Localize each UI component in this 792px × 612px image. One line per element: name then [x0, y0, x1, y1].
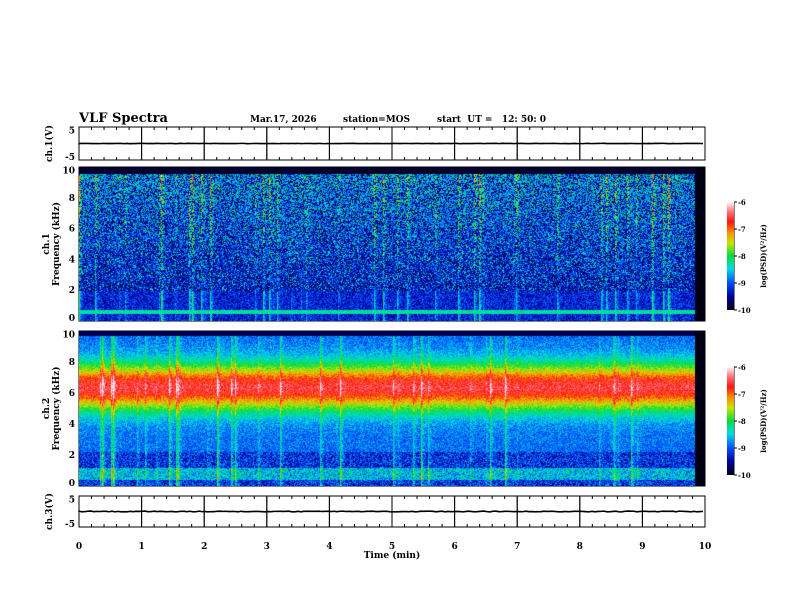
x-tick-label: 10: [699, 542, 712, 552]
y-axis-label: ch.1(V): [44, 125, 55, 162]
y-tick-label: 4: [69, 255, 75, 265]
colorbar-label: log(PSD)(V²/Hz): [759, 389, 768, 453]
colorbar-tick-label: -10: [738, 306, 751, 315]
x-tick-label: 8: [577, 542, 583, 552]
start-time-label: start UT = 12: 50: 0: [437, 115, 546, 125]
figure-title: VLF Spectra: [79, 111, 168, 126]
x-tick-label: 9: [639, 542, 645, 552]
y-tick-label: 8: [69, 194, 75, 204]
y-tick-label: 0: [69, 479, 75, 489]
x-axis-label: Time (min): [364, 550, 421, 561]
waveform-line-ch3: [79, 511, 703, 512]
ch1-colorbar: [727, 202, 734, 310]
y-tick-label: 10: [62, 167, 75, 177]
x-tick-label: 2: [201, 542, 207, 552]
y-axis-label-channel: ch.2: [42, 398, 52, 419]
y-tick-label: 5: [69, 496, 75, 506]
ch1-spectrogram: [79, 167, 705, 321]
colorbar-tick-label: -8: [738, 252, 746, 261]
x-tick-label: 1: [138, 542, 144, 552]
y-axis-label-frequency: Frequency (kHz): [51, 366, 62, 450]
y-tick-label: 8: [69, 358, 75, 368]
x-tick-label: 3: [264, 542, 270, 552]
colorbar-tick-label: -7: [738, 225, 746, 234]
y-tick-label: 5: [69, 127, 75, 137]
colorbar-tick-label: -9: [738, 444, 746, 453]
y-axis-label: ch.3(V): [44, 493, 55, 530]
colorbar-tick-label: -7: [738, 390, 746, 399]
ch2-spectrogram: [79, 331, 705, 486]
colorbar-tick-label: -9: [738, 279, 746, 288]
y-tick-label: 0: [69, 314, 75, 324]
y-tick-label: -5: [65, 153, 75, 163]
ch2-colorbar: [727, 367, 734, 475]
y-axis-label-channel: ch.1: [42, 233, 52, 254]
date-label: Mar.17, 2026: [250, 115, 317, 125]
x-tick-label: 7: [514, 542, 520, 552]
colorbar-tick-label: -8: [738, 417, 746, 426]
y-tick-label: 4: [69, 420, 75, 430]
y-tick-label: 6: [69, 225, 75, 235]
y-tick-label: 2: [69, 451, 75, 461]
x-tick-label: 0: [76, 542, 82, 552]
colorbar-label: log(PSD)(V²/Hz): [759, 224, 768, 288]
colorbar-tick-label: -10: [738, 471, 751, 480]
y-tick-label: 2: [69, 286, 75, 296]
station-label: station=MOS: [343, 115, 410, 125]
y-tick-label: -5: [65, 520, 75, 530]
x-tick-label: 4: [326, 542, 332, 552]
y-tick-label: 10: [62, 331, 75, 341]
y-tick-label: 6: [69, 389, 75, 399]
y-axis-label-frequency: Frequency (kHz): [51, 202, 62, 286]
x-tick-label: 6: [451, 542, 457, 552]
colorbar-tick-label: -6: [738, 198, 746, 207]
colorbar-tick-label: -6: [738, 363, 746, 372]
